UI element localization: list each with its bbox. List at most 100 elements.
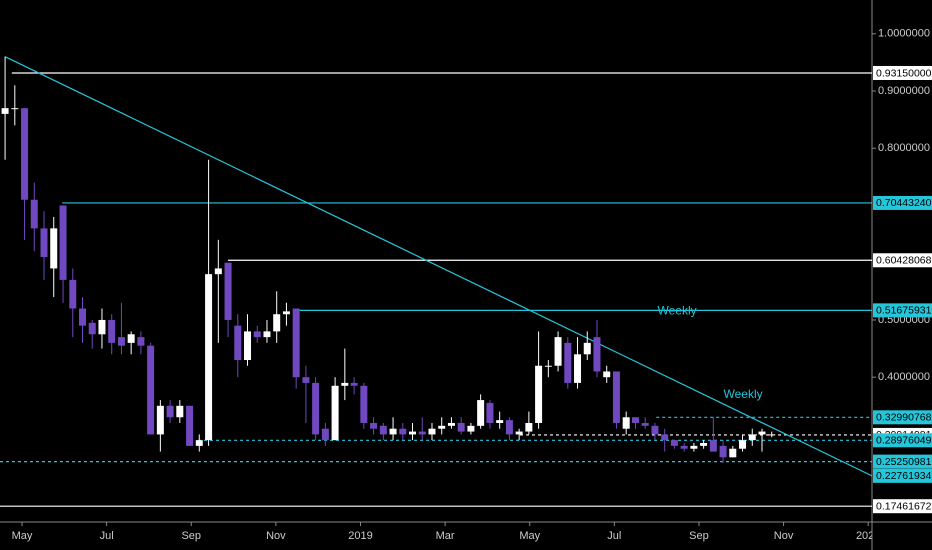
price-label-box	[873, 303, 932, 318]
candle-body	[108, 319, 116, 343]
candle-body	[544, 365, 552, 367]
trendline	[4, 56, 873, 477]
candle-body	[729, 448, 737, 458]
x-tick-label: Sep	[689, 530, 709, 542]
candle-body	[224, 262, 232, 320]
candle-body	[477, 400, 485, 426]
annotation: Weekly	[723, 387, 762, 401]
candle-body	[593, 337, 601, 372]
annotation: Weekly	[657, 304, 696, 318]
candle-body	[59, 205, 67, 280]
y-tick-label: 1.0000000	[878, 28, 930, 40]
x-tick-label: Mar	[436, 530, 455, 542]
y-tick-label: 0.8000000	[878, 142, 930, 154]
candle-body	[709, 440, 717, 452]
x-tick-label: Jul	[607, 530, 621, 542]
candle-body	[641, 422, 649, 426]
price-label: 0.60428068	[876, 255, 932, 267]
candle-body	[214, 268, 222, 275]
candle-body	[166, 405, 174, 418]
price-label: 0.32990768	[876, 412, 932, 424]
candle-body	[418, 431, 426, 435]
price-label-box	[873, 195, 932, 210]
candle-body	[700, 443, 708, 446]
price-label: 0.93150000	[876, 67, 932, 79]
candle-body	[156, 405, 164, 435]
candle-body	[321, 428, 329, 441]
candle-body	[137, 337, 145, 346]
candle-body	[467, 425, 475, 432]
candle-body	[127, 334, 135, 343]
candle-body	[515, 431, 523, 435]
candle-body	[535, 365, 543, 423]
candle-body	[409, 431, 417, 435]
x-axis: May Jul Sep Nov 2019 Mar May Jul Sep Nov 2020	[12, 522, 880, 542]
candle-body	[505, 420, 513, 435]
candle-body	[486, 402, 494, 423]
candle-body	[117, 337, 125, 346]
candle-body	[302, 377, 310, 383]
candle-body	[768, 434, 776, 436]
candle-body	[758, 431, 766, 435]
candle-body	[312, 382, 320, 435]
price-label: 0.70443240	[876, 197, 932, 209]
candle-body	[234, 325, 242, 361]
candle-body	[554, 337, 562, 366]
candle-body	[360, 385, 368, 423]
candle-body	[176, 405, 184, 418]
candle-body	[719, 445, 727, 458]
x-tick-label: Jul	[100, 530, 114, 542]
price-label-box	[873, 253, 932, 268]
candle-body	[147, 345, 155, 435]
candle-body	[739, 440, 747, 449]
candle-body	[21, 108, 29, 200]
candle-body	[399, 428, 407, 435]
candle-body	[748, 434, 756, 441]
candle-body	[612, 371, 620, 423]
candle-body	[525, 422, 533, 432]
price-label-box	[873, 65, 932, 80]
candle-body	[244, 331, 252, 361]
candle-body	[622, 417, 630, 429]
candle-body	[30, 199, 38, 229]
x-tick-label: Nov	[266, 530, 286, 542]
candle-body	[1, 108, 9, 114]
price-label-box	[873, 433, 932, 448]
candle-body	[603, 371, 611, 378]
candle-body	[263, 331, 271, 338]
candle-body	[292, 308, 300, 378]
candle-body	[428, 428, 436, 435]
y-tick-label: 0.9000000	[878, 85, 930, 97]
candle-body	[457, 422, 465, 432]
x-tick-label: May	[519, 530, 540, 542]
price-label: 0.17461672	[876, 500, 932, 512]
candle-body	[50, 228, 58, 269]
x-tick-label: 2020	[856, 530, 880, 542]
candle-body	[11, 108, 19, 110]
candle-body	[389, 428, 397, 435]
candle-body	[564, 342, 572, 383]
x-tick-label: Sep	[181, 530, 201, 542]
price-label: 0.51675931	[876, 305, 932, 317]
candle-body	[690, 445, 698, 449]
candle-body	[496, 420, 504, 423]
candle-body	[370, 422, 378, 429]
candle-body	[205, 274, 213, 441]
y-tick-label: 0.4000000	[878, 371, 930, 383]
candle-body	[98, 319, 106, 335]
candle-body	[583, 342, 591, 355]
price-label-box	[873, 499, 932, 514]
price-label-box	[873, 468, 932, 483]
x-tick-label: 2019	[348, 530, 372, 542]
candle-body	[282, 311, 290, 315]
price-label: 0.25250981	[876, 456, 932, 468]
candle-body	[631, 417, 639, 423]
candle-body	[574, 354, 582, 383]
candle-body	[438, 425, 446, 429]
x-tick-label: May	[12, 530, 33, 542]
candle-body	[379, 425, 387, 435]
candle-body	[273, 314, 281, 332]
candle-body	[661, 434, 669, 441]
